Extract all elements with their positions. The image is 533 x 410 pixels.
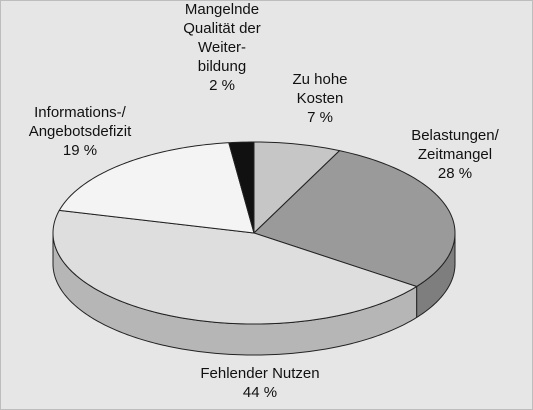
value-label: 2 % [209,77,235,94]
slice-label: Zu hohe Kosten [292,71,347,107]
slice-label: Belastungen/Zeitmangel [411,127,499,163]
slice [228,141,255,234]
slice [52,209,418,325]
pie [52,141,456,356]
value-label: 19 % [63,142,97,159]
slice [253,141,341,234]
labels: Zu hohe Kosten 7 % Belastungen/Zeitmangel 28… [29,1,500,401]
slice-label: Mangelnde Qualität der Weiter-bildung [183,1,261,75]
slice-label: Informations-/Angebotsdefizit [29,104,132,140]
value-label: 28 % [438,165,472,182]
value-label: 44 % [243,384,277,401]
slice [58,142,255,234]
slice-label: Fehlender Nutzen [200,365,319,382]
slice [253,150,456,287]
value-label: 7 % [307,109,333,126]
